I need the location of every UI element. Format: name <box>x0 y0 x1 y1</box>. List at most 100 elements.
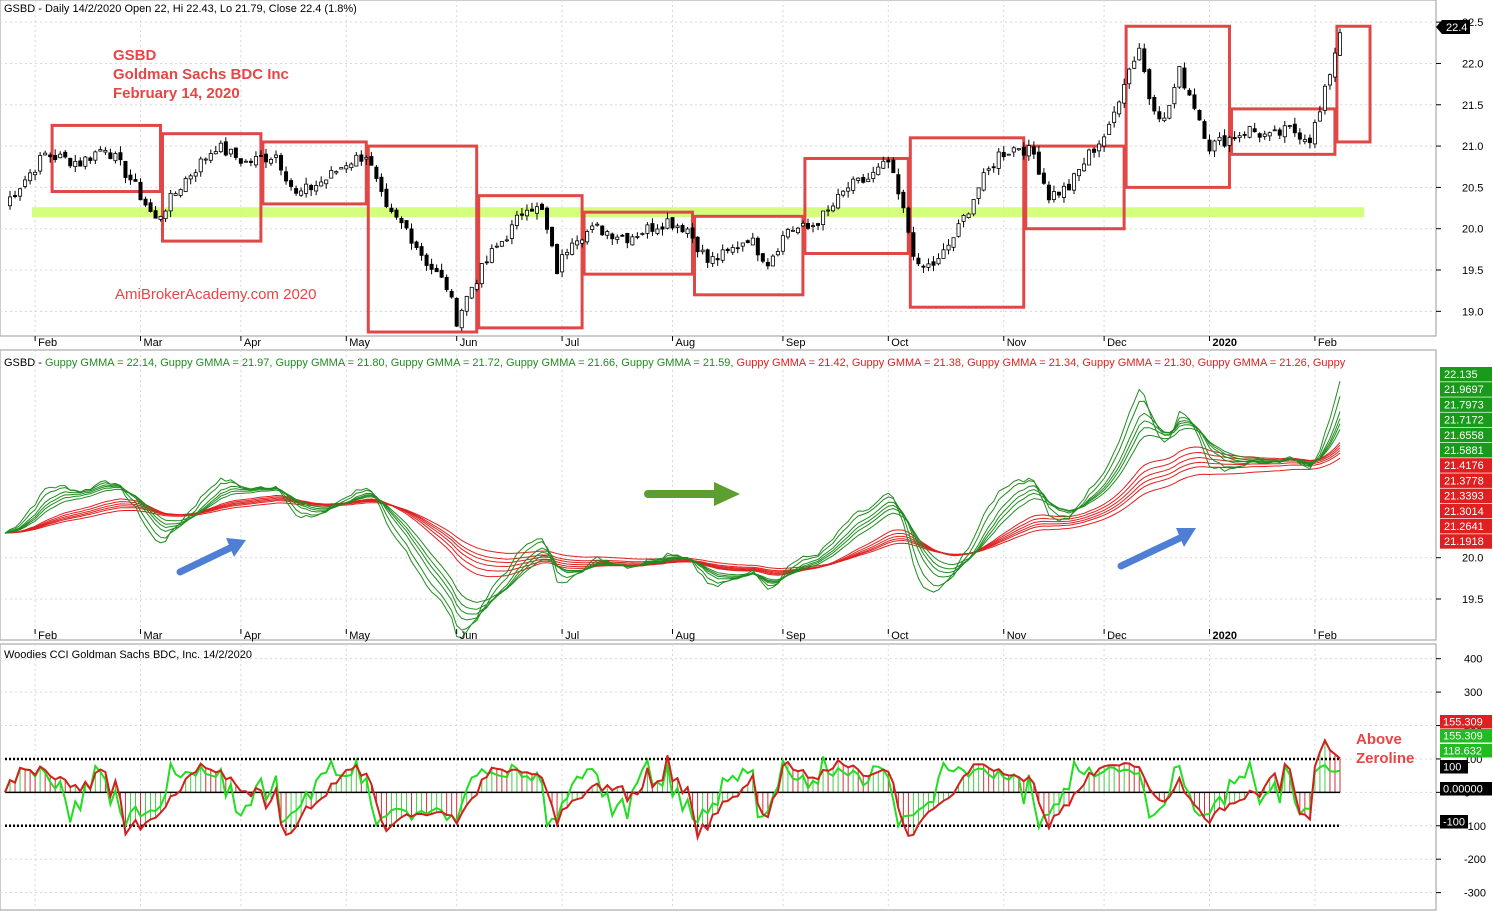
candle-body <box>404 220 409 229</box>
candle-body <box>78 160 83 167</box>
candle-body <box>369 156 374 166</box>
y-tick-label: -300 <box>1464 888 1486 900</box>
candle-body <box>1317 111 1322 122</box>
candle-body <box>901 191 906 209</box>
x-tick-label: Aug <box>676 337 696 349</box>
gmma-lines <box>4 380 1341 639</box>
candle-body <box>203 158 208 161</box>
gmma-x-labels: Feb Mar Apr May Jun Jul Aug Sep Oct Nov Dec 2020 Feb <box>34 629 1337 642</box>
gmma-value-tag-bg <box>1440 488 1492 504</box>
candle-body <box>238 158 243 164</box>
candle-body <box>444 276 449 291</box>
x-tick-label: Oct <box>891 337 908 349</box>
gmma-header: GSBD - Guppy GMMA = 22.14, Guppy GMMA = … <box>4 357 1346 369</box>
candle-body <box>936 258 941 265</box>
candle-body <box>760 253 765 262</box>
candle-body <box>1287 125 1292 127</box>
annotation-company: Goldman Sachs BDC Inc <box>113 66 289 83</box>
candle-body <box>178 189 183 196</box>
gmma-value-tag: 21.7973 <box>1444 399 1484 411</box>
candle-body <box>540 203 545 210</box>
y-tick-label: 20.0 <box>1462 553 1483 565</box>
candle-body <box>268 158 273 164</box>
cci-value-tag-bg <box>1440 760 1468 774</box>
candle-body <box>595 223 600 226</box>
y-tick-label: 19.0 <box>1462 306 1483 318</box>
candle-body <box>1262 133 1267 137</box>
candle-body <box>1021 146 1026 156</box>
candle-body <box>499 241 504 247</box>
candle-body <box>118 152 123 161</box>
candle-body <box>113 153 118 162</box>
candle-body <box>449 290 454 298</box>
monthly-range-box <box>1024 144 1126 231</box>
candle-body <box>364 156 369 160</box>
candle-body <box>1222 135 1227 147</box>
cci-value-tag-bg <box>1440 815 1468 829</box>
candle-body <box>800 222 805 227</box>
candle-body <box>1147 69 1152 100</box>
candle-body <box>775 251 780 256</box>
candle-body <box>304 183 309 194</box>
candle-body <box>1217 136 1222 141</box>
gmma-value-tag-bg <box>1440 427 1492 443</box>
cci-slow-line <box>4 738 1341 842</box>
candle-body <box>916 257 921 265</box>
x-tick-label: 2020 <box>1213 630 1237 642</box>
candle-body <box>459 310 464 329</box>
candle-body <box>725 248 730 252</box>
x-tick-label: Nov <box>1007 337 1027 349</box>
gmma-value-tag-bg <box>1440 473 1492 488</box>
candle-body <box>38 155 43 172</box>
candle-body <box>971 199 976 215</box>
candle-body <box>193 172 198 177</box>
candle-body <box>755 237 760 256</box>
cci-value-tag: 0.00000 <box>1443 784 1483 796</box>
candle-body <box>580 239 585 244</box>
candle-body <box>1087 149 1092 166</box>
candle-body <box>1122 84 1127 104</box>
x-tick-label: Dec <box>1107 337 1127 349</box>
cci-value-tag-bg <box>1440 744 1492 758</box>
x-tick-label: Jun <box>460 337 478 349</box>
x-tick-label: Feb <box>1318 630 1337 642</box>
candle-body <box>861 176 866 183</box>
candle-body <box>23 179 28 187</box>
candle-body <box>1282 125 1287 138</box>
candle-body <box>28 172 33 182</box>
y-tick-label: 19.5 <box>1462 594 1483 606</box>
candle-body <box>384 188 389 207</box>
candle-body <box>263 153 268 163</box>
candle-body <box>640 233 645 235</box>
candle-body <box>1172 87 1177 105</box>
candle-body <box>1167 104 1172 119</box>
candle-body <box>294 188 299 194</box>
x-tick-label: Aug <box>676 630 696 642</box>
candle-body <box>188 175 193 180</box>
cci-lines <box>4 738 1341 842</box>
candle-body <box>414 241 419 248</box>
candle-body <box>1177 66 1182 88</box>
x-tick-label: Feb <box>38 630 57 642</box>
candle-body <box>790 229 795 232</box>
candle-body <box>394 209 399 218</box>
gmma-line <box>4 427 1341 604</box>
candle-body <box>590 225 595 230</box>
candle-body <box>83 156 88 167</box>
candle-body <box>389 207 394 212</box>
gmma-header-part: Guppy GMMA = 21.42, <box>737 357 852 369</box>
candle-body <box>1137 47 1142 61</box>
gmma-header-part: Guppy GMMA = 21.72, <box>391 357 506 369</box>
candle-body <box>484 261 489 264</box>
candle-body <box>1272 129 1277 132</box>
candle-body <box>645 224 650 234</box>
price-panel: GSBD - Daily 14/2/2020 Open 22, Hi 22.43… <box>0 0 1483 349</box>
candle-body <box>770 255 775 267</box>
annotation-date: February 14, 2020 <box>113 85 240 102</box>
candle-body <box>750 237 755 246</box>
candle-body <box>354 154 359 167</box>
candle-body <box>8 196 13 207</box>
candle-body <box>976 187 981 199</box>
candle-body <box>961 215 966 222</box>
candle-body <box>1142 48 1147 72</box>
